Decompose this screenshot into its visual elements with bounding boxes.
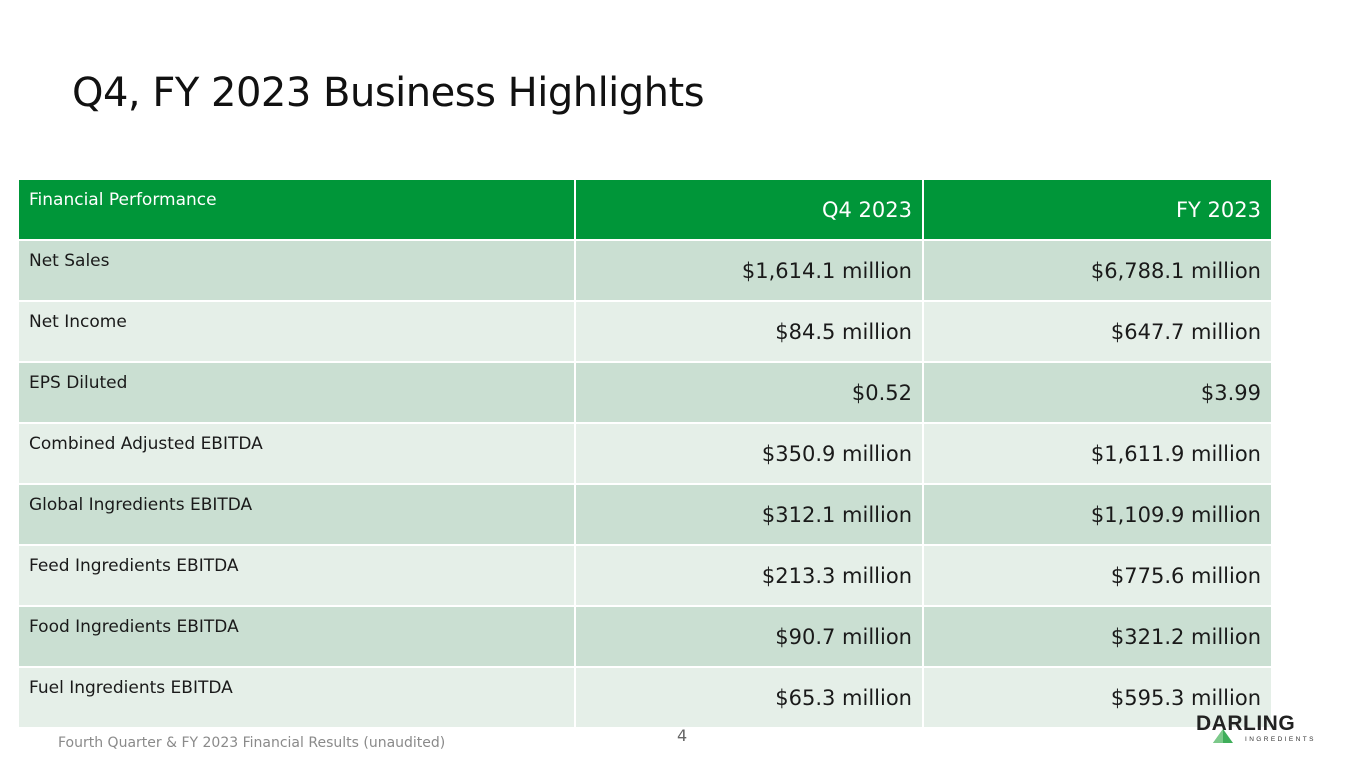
table-row: Net Sales $1,614.1 million $6,788.1 millio… (17, 239, 1273, 302)
table-row: Feed Ingredients EBITDA $213.3 million $77… (17, 544, 1273, 607)
logo-wordmark: DARLING (1196, 712, 1296, 735)
fy-value-cell: $775.6 million (922, 544, 1273, 607)
table-row: Fuel Ingredients EBITDA $65.3 million $595… (17, 666, 1273, 729)
metric-cell: Fuel Ingredients EBITDA (17, 666, 576, 729)
table-row: Global Ingredients EBITDA $312.1 million $… (17, 483, 1273, 546)
metric-cell: Feed Ingredients EBITDA (17, 544, 576, 607)
column-header-metric: Financial Performance (17, 178, 576, 241)
page-number: 4 (677, 726, 688, 745)
page-title: Q4, FY 2023 Business Highlights (72, 70, 705, 116)
logo-subtext: INGREDIENTS (1245, 736, 1316, 743)
table-row: Net Income $84.5 million $647.7 million (17, 300, 1273, 363)
table-row: Combined Adjusted EBITDA $350.9 million $1… (17, 422, 1273, 485)
metric-cell: EPS Diluted (17, 361, 576, 424)
fy-value-cell: $595.3 million (922, 666, 1273, 729)
logo-triangle-icon (1213, 729, 1233, 743)
metric-cell: Net Income (17, 300, 576, 363)
financial-performance-table: Financial Performance Q4 2023 FY 2023 Ne… (17, 178, 1273, 729)
q4-value-cell: $213.3 million (574, 544, 924, 607)
metric-cell: Global Ingredients EBITDA (17, 483, 576, 546)
q4-value-cell: $312.1 million (574, 483, 924, 546)
q4-value-cell: $84.5 million (574, 300, 924, 363)
table-row: Food Ingredients EBITDA $90.7 million $321… (17, 605, 1273, 668)
q4-value-cell: $90.7 million (574, 605, 924, 668)
table-header-row: Financial Performance Q4 2023 FY 2023 (17, 178, 1273, 241)
column-header-fy: FY 2023 (922, 178, 1273, 241)
column-header-q4: Q4 2023 (574, 178, 924, 241)
q4-value-cell: $1,614.1 million (574, 239, 924, 302)
fy-value-cell: $6,788.1 million (922, 239, 1273, 302)
q4-value-cell: $65.3 million (574, 666, 924, 729)
fy-value-cell: $1,109.9 million (922, 483, 1273, 546)
metric-cell: Food Ingredients EBITDA (17, 605, 576, 668)
metric-cell: Combined Adjusted EBITDA (17, 422, 576, 485)
darling-ingredients-logo: DARLING INGREDIENTS (1196, 712, 1313, 747)
fy-value-cell: $321.2 million (922, 605, 1273, 668)
fy-value-cell: $3.99 (922, 361, 1273, 424)
metric-cell: Net Sales (17, 239, 576, 302)
table-row: EPS Diluted $0.52 $3.99 (17, 361, 1273, 424)
q4-value-cell: $0.52 (574, 361, 924, 424)
fy-value-cell: $1,611.9 million (922, 422, 1273, 485)
q4-value-cell: $350.9 million (574, 422, 924, 485)
fy-value-cell: $647.7 million (922, 300, 1273, 363)
footer-text: Fourth Quarter & FY 2023 Financial Resul… (58, 735, 446, 751)
